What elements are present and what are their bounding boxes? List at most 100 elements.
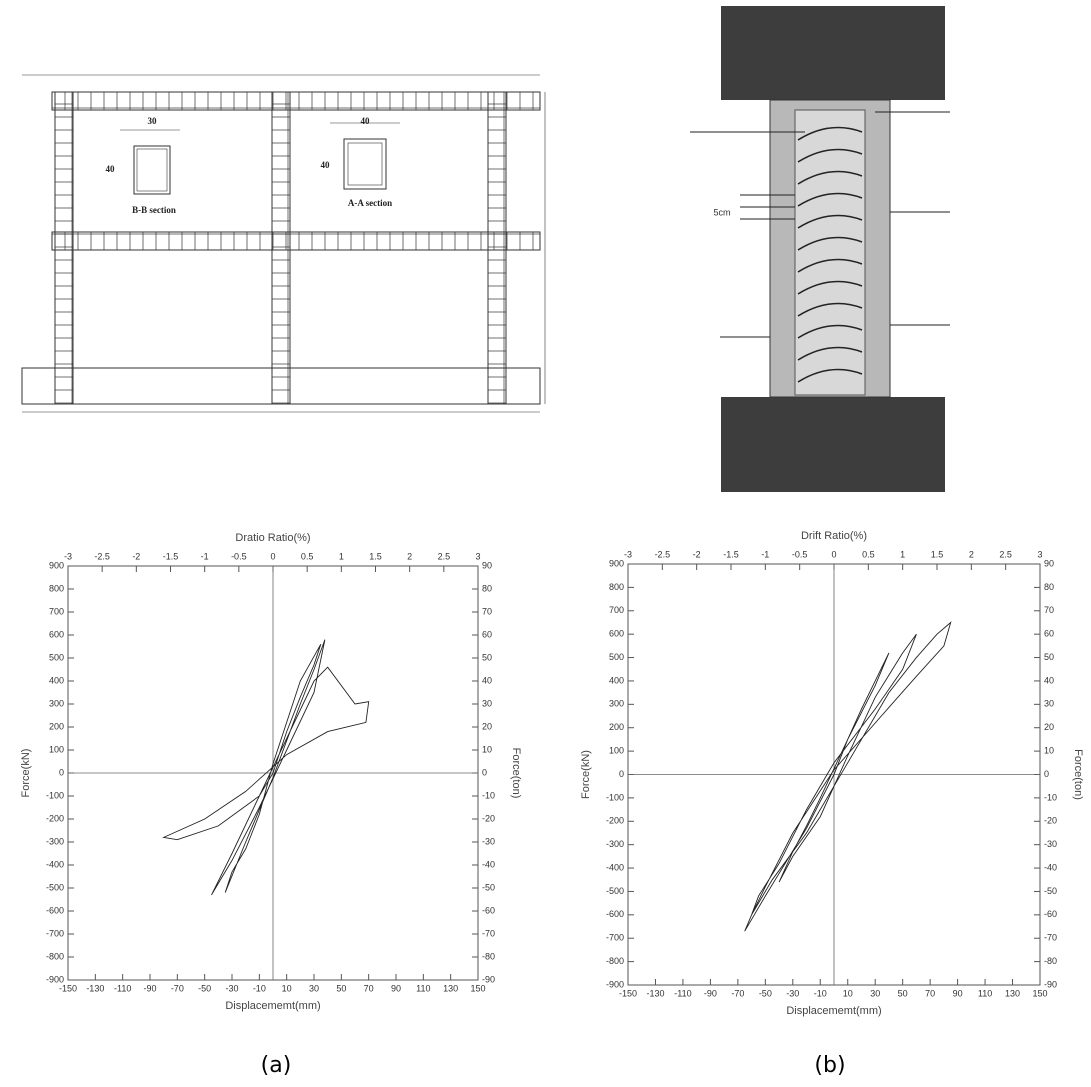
dim-label: 40 — [321, 160, 331, 170]
y2-tick-label: -80 — [482, 951, 495, 961]
y-tick-label: -800 — [46, 951, 64, 961]
y-tick-label: -900 — [606, 979, 624, 989]
y2-tick-label: 80 — [482, 583, 492, 593]
y2-tick-label: 10 — [1044, 745, 1054, 755]
y2-tick-label: -20 — [482, 813, 495, 823]
y-tick-label: 500 — [609, 652, 624, 662]
x-tick-label: -150 — [619, 988, 637, 998]
y2-tick-label: -30 — [482, 836, 495, 846]
x2-tick-label: 2 — [969, 549, 974, 559]
y2-tick-label: 10 — [482, 744, 492, 754]
y-tick-label: -700 — [46, 928, 64, 938]
x-title: Displacememt(mm) — [225, 1000, 320, 1012]
x2-tick-label: 3 — [1037, 549, 1042, 559]
x-tick-label: 70 — [364, 983, 374, 993]
y-tick-label: 400 — [49, 675, 64, 685]
x-tick-label: 150 — [1032, 988, 1047, 998]
y-tick-label: -400 — [606, 862, 624, 872]
y-tick-label: 800 — [49, 583, 64, 593]
y2-tick-label: 20 — [1044, 722, 1054, 732]
x-tick-label: -10 — [253, 983, 266, 993]
dim-label: 40 — [106, 164, 116, 174]
y-tick-label: 0 — [59, 767, 64, 777]
x-tick-label: -110 — [114, 983, 131, 993]
x2-tick-label: 1 — [900, 549, 905, 559]
x-tick-label: 30 — [309, 983, 319, 993]
x-tick-label: -150 — [59, 983, 77, 993]
hysteresis-curve — [745, 623, 951, 932]
y-tick-label: 400 — [609, 675, 624, 685]
y2-tick-label: -20 — [1044, 816, 1057, 826]
x2-tick-label: 2.5 — [438, 551, 451, 561]
hysteresis-curve — [164, 640, 369, 895]
x2-title: Drift Ratio(%) — [801, 530, 867, 542]
x2-tick-label: -2.5 — [94, 551, 110, 561]
section-label: A-A section — [348, 198, 392, 208]
y-tick-label: 100 — [609, 745, 624, 755]
x2-tick-label: -0.5 — [231, 551, 247, 561]
y2-tick-label: 20 — [482, 721, 492, 731]
x2-tick-label: 1 — [339, 551, 344, 561]
dim-label: 40 — [361, 116, 371, 126]
y2-tick-label: 50 — [1044, 652, 1054, 662]
x2-tick-label: 2 — [407, 551, 412, 561]
y2-tick-label: -50 — [482, 882, 495, 892]
x2-tick-label: -2 — [693, 549, 701, 559]
x-tick-label: 70 — [925, 988, 935, 998]
y-tick-label: -800 — [606, 956, 624, 966]
x2-tick-label: 0.5 — [301, 551, 314, 561]
y-tick-label: 300 — [49, 698, 64, 708]
x-tick-label: -70 — [171, 983, 184, 993]
y2-tick-label: -30 — [1044, 839, 1057, 849]
gap-label: 5cm — [713, 207, 730, 217]
y2-tick-label: -80 — [1044, 956, 1057, 966]
y2-tick-label: -50 — [1044, 886, 1057, 896]
y-tick-label: 800 — [609, 582, 624, 592]
figure: 30 40 B-B section 40 40 A-A section 5cm … — [0, 0, 1091, 1082]
dim-label: 30 — [148, 116, 158, 126]
y-title: Force(kN) — [20, 749, 32, 798]
y2-tick-label: -40 — [1044, 862, 1057, 872]
y-tick-label: 900 — [49, 560, 64, 570]
y-tick-label: -600 — [606, 909, 624, 919]
y2-tick-label: 80 — [1044, 582, 1054, 592]
y2-tick-label: 50 — [482, 652, 492, 662]
x2-tick-label: 1.5 — [931, 549, 944, 559]
y-tick-label: -700 — [606, 933, 624, 943]
x-tick-label: 130 — [1005, 988, 1020, 998]
x-tick-label: -90 — [704, 988, 717, 998]
x2-tick-label: -2 — [132, 551, 140, 561]
y2-tick-label: 0 — [482, 767, 487, 777]
x-tick-label: 110 — [978, 988, 992, 998]
y-tick-label: 200 — [49, 721, 64, 731]
y-tick-label: 600 — [609, 629, 624, 639]
y-tick-label: 900 — [609, 558, 624, 568]
frame-drawing — [22, 75, 545, 412]
caption: (b) — [814, 1053, 845, 1078]
y-tick-label: -500 — [46, 882, 64, 892]
section-label: B-B section — [132, 205, 176, 215]
x-tick-label: -50 — [759, 988, 772, 998]
y2-tick-label: 0 — [1044, 769, 1049, 779]
y2-tick-label: -10 — [482, 790, 495, 800]
x-tick-label: 90 — [953, 988, 963, 998]
y-tick-label: 600 — [49, 629, 64, 639]
x2-tick-label: 0 — [270, 551, 275, 561]
y-tick-label: -600 — [46, 905, 64, 915]
y-tick-label: 700 — [609, 605, 624, 615]
x2-title: Dratio Ratio(%) — [235, 532, 310, 544]
x-tick-label: -90 — [143, 983, 156, 993]
x2-tick-label: -0.5 — [792, 549, 808, 559]
x2-tick-label: -1 — [761, 549, 769, 559]
specimen-drawing — [690, 6, 950, 492]
y2-tick-label: 90 — [482, 560, 492, 570]
x-tick-label: -30 — [225, 983, 238, 993]
y2-tick-label: -90 — [1044, 979, 1057, 989]
x-tick-label: -10 — [814, 988, 827, 998]
y-tick-label: -900 — [46, 974, 64, 984]
y-tick-label: 700 — [49, 606, 64, 616]
y2-title: Force(ton) — [1072, 749, 1084, 800]
x-tick-label: 30 — [870, 988, 880, 998]
y-tick-label: 300 — [609, 699, 624, 709]
y2-tick-label: 40 — [1044, 675, 1054, 685]
